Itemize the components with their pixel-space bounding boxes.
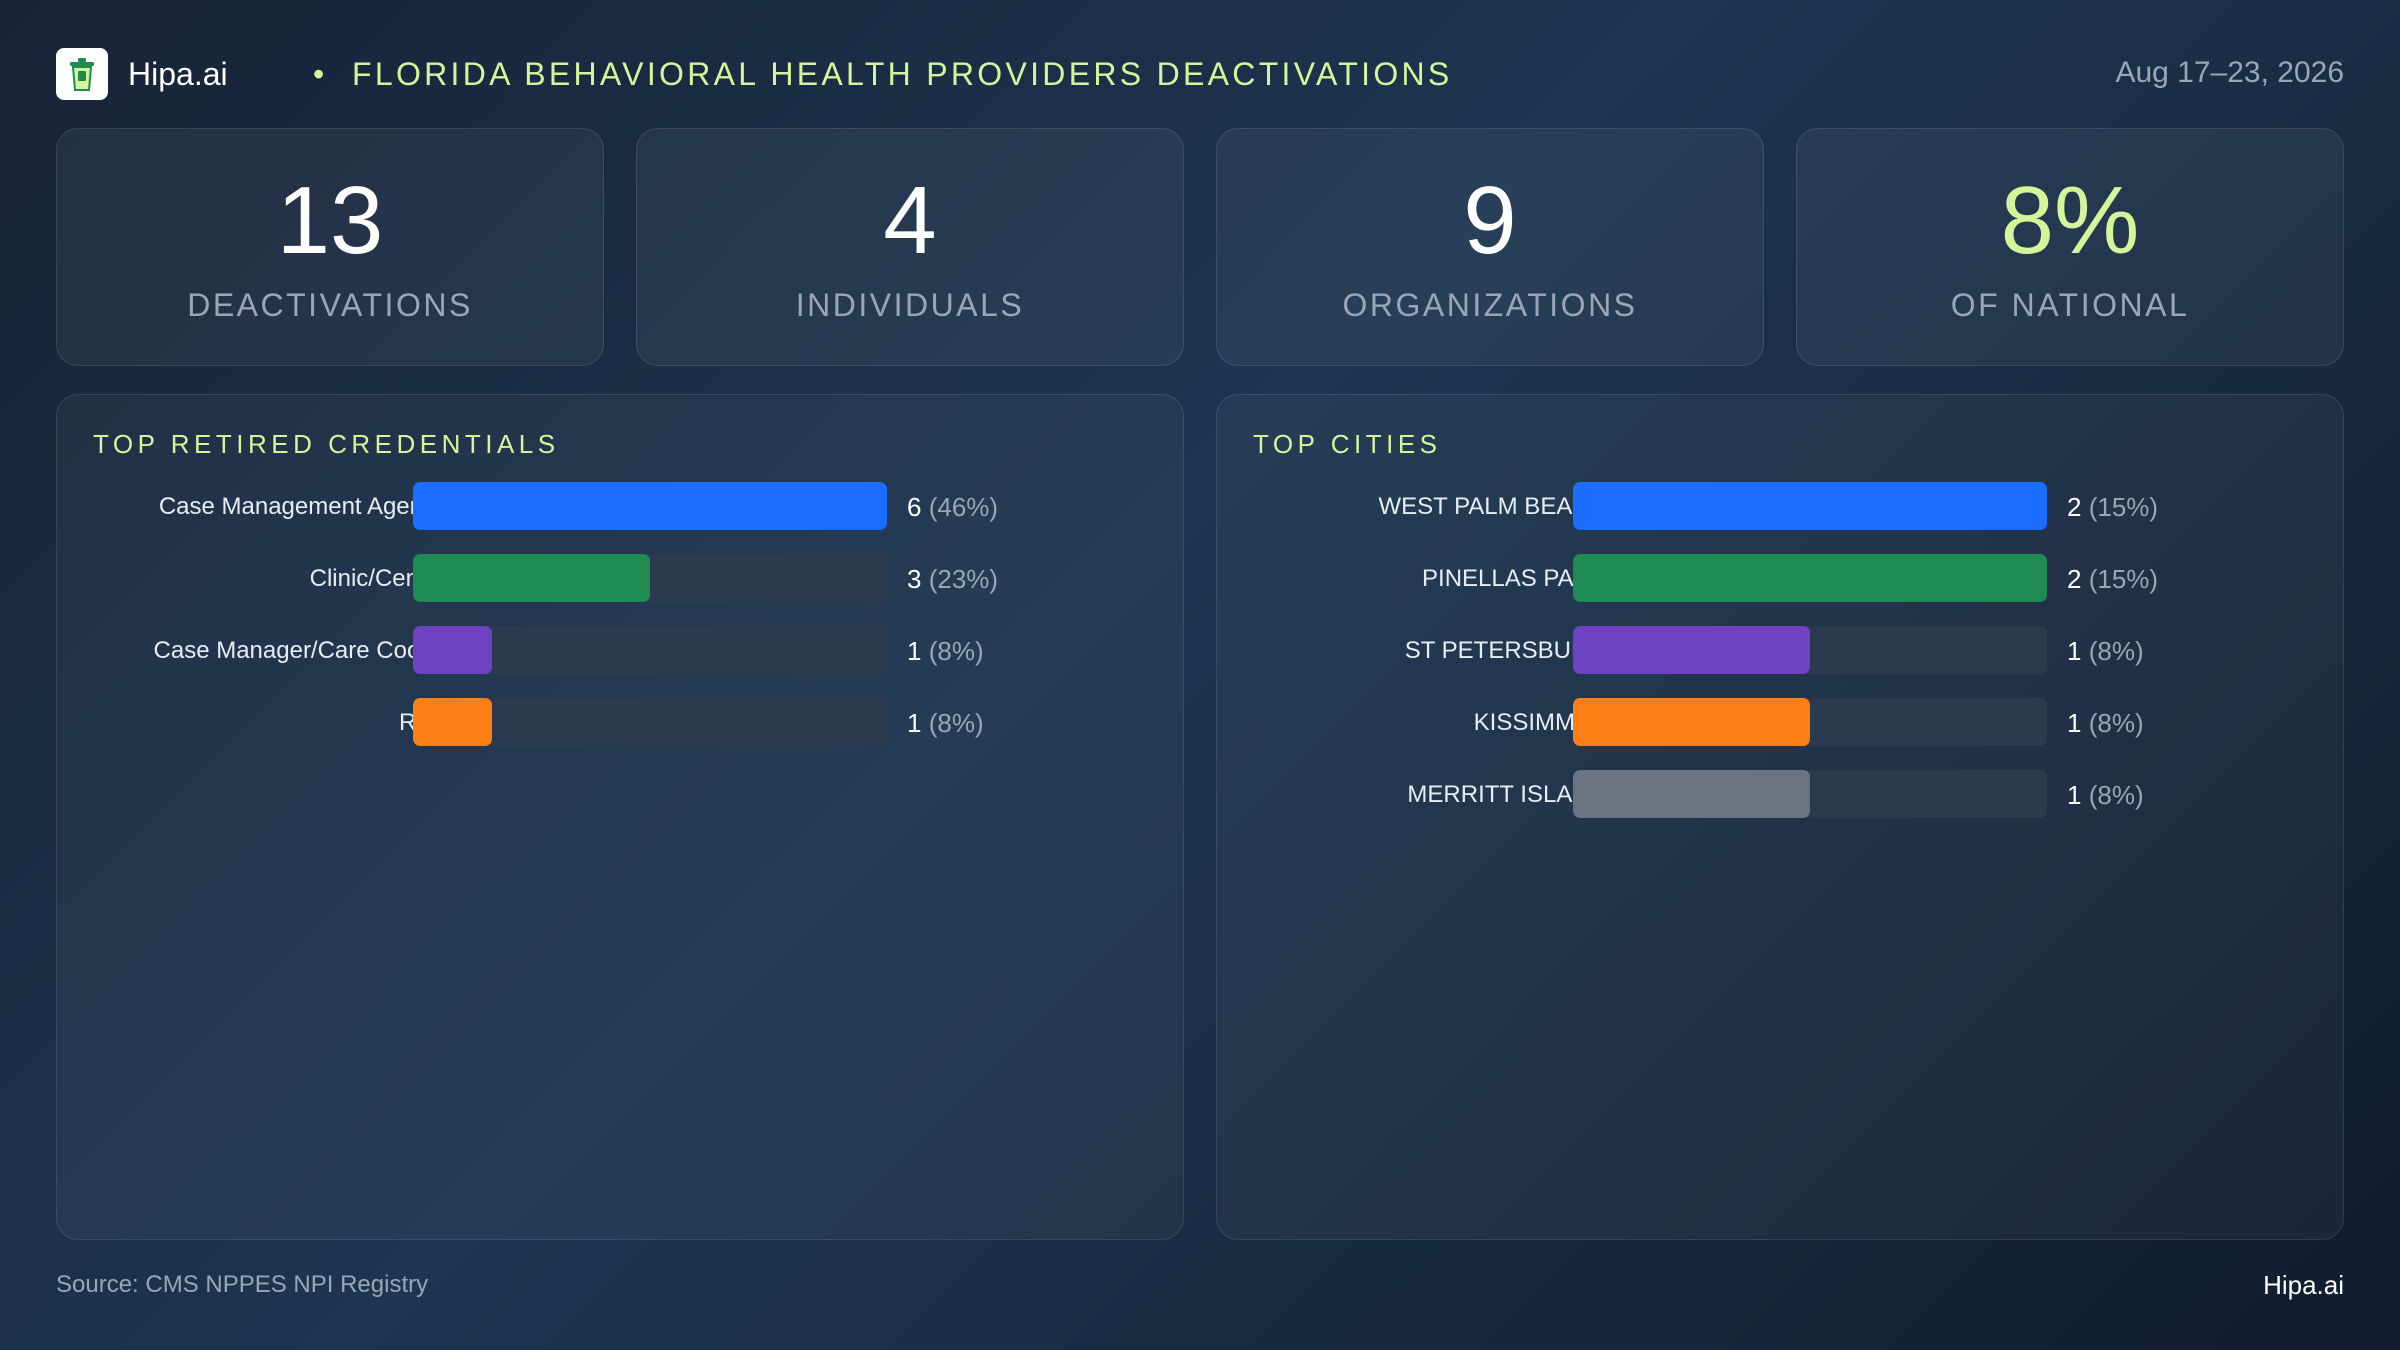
bar-percent: (8%) bbox=[928, 636, 984, 666]
bar-value-label: 6 (46%) bbox=[907, 492, 998, 523]
page-title: FLORIDA BEHAVIORAL HEALTH PROVIDERS DEAC… bbox=[352, 56, 1453, 92]
bar-value-label: 2 (15%) bbox=[2067, 492, 2158, 523]
bar-row: ST PETERSBURG 1 (8%) bbox=[1217, 626, 2343, 676]
kpi-label: OF NATIONAL bbox=[1950, 287, 2190, 323]
kpi-value: 13 bbox=[276, 167, 384, 274]
bar bbox=[1573, 770, 1810, 818]
bar-row: Case Manager/Care Coor... 1 (8%) bbox=[57, 626, 1183, 676]
bar bbox=[1573, 554, 2047, 602]
credentials-panel: TOP RETIRED CREDENTIALS Case Management … bbox=[56, 394, 1184, 1240]
bar-count: 2 bbox=[2067, 492, 2082, 522]
bar-count: 1 bbox=[2067, 780, 2082, 810]
bar-count: 6 bbox=[907, 492, 922, 522]
bar-value-label: 1 (8%) bbox=[2067, 708, 2144, 739]
bar-value-label: 1 (8%) bbox=[2067, 780, 2144, 811]
bar-percent: (8%) bbox=[2088, 636, 2144, 666]
panel-title: TOP RETIRED CREDENTIALS bbox=[93, 429, 560, 459]
bar-percent: (15%) bbox=[2088, 564, 2159, 594]
panel-title: TOP CITIES bbox=[1253, 429, 1442, 459]
bar-percent: (15%) bbox=[2088, 492, 2159, 522]
bar-percent: (8%) bbox=[2088, 708, 2144, 738]
bar-count: 2 bbox=[2067, 564, 2082, 594]
bar-value-label: 3 (23%) bbox=[907, 564, 998, 595]
bar-track bbox=[1573, 698, 2047, 746]
kpi-card-organizations: 9 ORGANIZATIONS bbox=[1216, 128, 1764, 366]
bar-count: 1 bbox=[907, 708, 922, 738]
bar-value-label: 1 (8%) bbox=[2067, 636, 2144, 667]
bar-count: 3 bbox=[907, 564, 922, 594]
kpi-value: 9 bbox=[1463, 167, 1517, 274]
bar bbox=[1573, 482, 2047, 530]
kpi-value: 8% bbox=[2000, 167, 2140, 274]
header: Hipa.ai • FLORIDA BEHAVIORAL HEALTH PROV… bbox=[56, 46, 2344, 102]
bar-label: ST PETERSBURG bbox=[1404, 637, 1607, 664]
bar-track bbox=[1573, 554, 2047, 602]
bar-label: RBT bbox=[93, 709, 447, 737]
bar bbox=[1573, 626, 1810, 674]
kpi-label: INDIVIDUALS bbox=[795, 287, 1025, 323]
bar bbox=[1573, 698, 1810, 746]
bar-row: KISSIMMEE 1 (8%) bbox=[1217, 698, 2343, 748]
bar-percent: (8%) bbox=[2088, 780, 2144, 810]
bar bbox=[413, 554, 650, 602]
bar-label: Clinic/Center bbox=[309, 565, 447, 592]
bar-row: MERRITT ISLAND 1 (8%) bbox=[1217, 770, 2343, 820]
date-range: Aug 17–23, 2026 bbox=[2115, 56, 2344, 89]
bar bbox=[413, 482, 887, 530]
bar-label: Case Management Agency bbox=[158, 493, 447, 520]
bar-row: WEST PALM BEACH 2 (15%) bbox=[1217, 482, 2343, 532]
bar bbox=[413, 626, 492, 674]
bar-count: 1 bbox=[907, 636, 922, 666]
kpi-value: 4 bbox=[883, 167, 937, 274]
bar-percent: (23%) bbox=[928, 564, 999, 594]
bar-track bbox=[1573, 770, 2047, 818]
bar-row: Clinic/Center 3 (23%) bbox=[57, 554, 1183, 604]
bar-percent: (8%) bbox=[928, 708, 984, 738]
source-note: Source: CMS NPPES NPI Registry bbox=[56, 1271, 429, 1298]
bar-track bbox=[1573, 482, 2047, 530]
bar-label: MERRITT ISLAND bbox=[1407, 781, 1607, 808]
title-separator: • bbox=[313, 56, 325, 92]
bar-count: 1 bbox=[2067, 708, 2082, 738]
kpi-label: DEACTIVATIONS bbox=[187, 287, 473, 323]
footer-brand: Hipa.ai bbox=[2263, 1270, 2344, 1300]
bar-track bbox=[413, 554, 887, 602]
bar-value-label: 1 (8%) bbox=[907, 708, 984, 739]
kpi-label: ORGANIZATIONS bbox=[1342, 287, 1638, 323]
bar-track bbox=[413, 698, 887, 746]
bar-count: 1 bbox=[2067, 636, 2082, 666]
bar-row: Case Management Agency 6 (46%) bbox=[57, 482, 1183, 532]
logo bbox=[56, 48, 108, 100]
kpi-card-deactivations: 13 DEACTIVATIONS bbox=[56, 128, 604, 366]
bar-label: PINELLAS PARK bbox=[1422, 565, 1607, 592]
bar-label: Case Manager/Care Coor... bbox=[153, 637, 447, 664]
bar-track bbox=[1573, 626, 2047, 674]
bar-label: WEST PALM BEACH bbox=[1378, 493, 1608, 520]
bar-value-label: 1 (8%) bbox=[907, 636, 984, 667]
kpi-row: 13 DEACTIVATIONS 4 INDIVIDUALS 9 ORGANIZ… bbox=[56, 128, 2344, 366]
cities-panel: TOP CITIES WEST PALM BEACH 2 (15%) PINELLA… bbox=[1216, 394, 2344, 1240]
bar bbox=[413, 698, 492, 746]
kpi-card-of-national: 8% OF NATIONAL bbox=[1796, 128, 2344, 366]
brand-name: Hipa.ai bbox=[128, 56, 228, 92]
bar-percent: (46%) bbox=[928, 492, 999, 522]
bar-row: RBT 1 (8%) bbox=[57, 698, 1183, 748]
bar-value-label: 2 (15%) bbox=[2067, 564, 2158, 595]
bar-label: KISSIMMEE bbox=[1473, 709, 1607, 736]
kpi-card-individuals: 4 INDIVIDUALS bbox=[636, 128, 1184, 366]
bar-track bbox=[413, 626, 887, 674]
bar-track bbox=[413, 482, 887, 530]
bar-row: PINELLAS PARK 2 (15%) bbox=[1217, 554, 2343, 604]
